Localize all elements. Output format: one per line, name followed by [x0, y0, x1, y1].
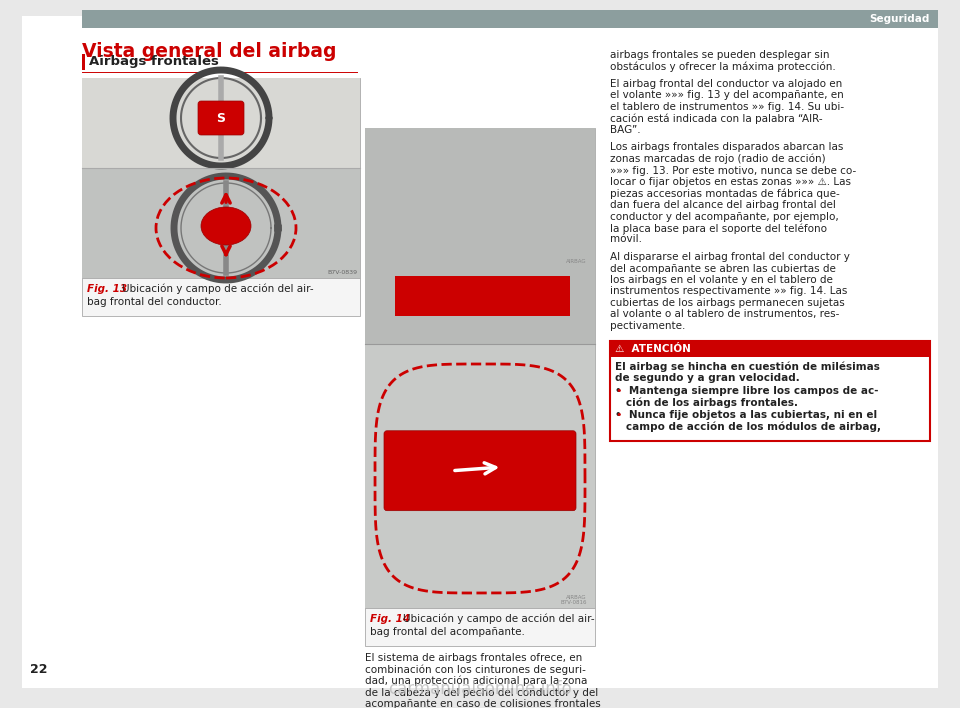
Text: »»» fig. 13. Por este motivo, nunca se debe co-: »»» fig. 13. Por este motivo, nunca se d…: [610, 166, 856, 176]
Bar: [82, 168, 360, 278]
Text: Seguridad: Seguridad: [870, 14, 930, 24]
Bar: [395, 276, 570, 316]
Text: Al dispararse el airbag frontal del conductor y: Al dispararse el airbag frontal del cond…: [610, 252, 850, 262]
FancyBboxPatch shape: [198, 101, 244, 135]
Text: •  Nunca fije objetos a las cubiertas, ni en el: • Nunca fije objetos a las cubiertas, ni…: [615, 409, 877, 420]
Text: obstáculos y ofrecer la máxima protección.: obstáculos y ofrecer la máxima protecció…: [610, 62, 836, 72]
Bar: [365, 128, 595, 608]
Text: AIRBAG: AIRBAG: [566, 595, 587, 600]
Text: dad, una protección adicional para la zona: dad, una protección adicional para la zo…: [365, 676, 588, 687]
Bar: [365, 128, 595, 344]
Text: de la cabeza y del pecho del conductor y del: de la cabeza y del pecho del conductor y…: [365, 687, 598, 697]
Bar: [82, 78, 360, 168]
Text: conductor y del acompañante, por ejemplo,: conductor y del acompañante, por ejemplo…: [610, 212, 839, 222]
Text: el volante »»» fig. 13 y del acompañante, en: el volante »»» fig. 13 y del acompañante…: [610, 91, 844, 101]
Text: móvil.: móvil.: [610, 234, 642, 244]
Text: Fig. 13: Fig. 13: [87, 284, 127, 294]
Text: B7V-0839: B7V-0839: [326, 270, 357, 275]
Bar: [365, 608, 595, 646]
Bar: [82, 278, 360, 316]
Text: de segundo y a gran velocidad.: de segundo y a gran velocidad.: [615, 373, 800, 383]
Text: carmanualsonline.info: carmanualsonline.info: [388, 680, 572, 698]
Text: del acompañante se abren las cubiertas de: del acompañante se abren las cubiertas d…: [610, 263, 836, 273]
Bar: [82, 10, 938, 28]
Text: Ubicación y campo de acción del air-: Ubicación y campo de acción del air-: [403, 614, 594, 624]
Text: al volante o al tablero de instrumentos, res-: al volante o al tablero de instrumentos,…: [610, 309, 839, 319]
Text: ⚠  ATENCIÓN: ⚠ ATENCIÓN: [615, 343, 691, 353]
Text: locar o fijar objetos en estas zonas »»» ⚠. Las: locar o fijar objetos en estas zonas »»»…: [610, 177, 851, 187]
Text: •: •: [615, 409, 621, 420]
Text: AIRBAG: AIRBAG: [566, 259, 587, 264]
Text: •  Mantenga siempre libre los campos de ac-: • Mantenga siempre libre los campos de a…: [615, 387, 878, 396]
Text: zonas marcadas de rojo (radio de acción): zonas marcadas de rojo (radio de acción): [610, 154, 826, 164]
Text: bag frontal del conductor.: bag frontal del conductor.: [87, 297, 222, 307]
Text: cubiertas de los airbags permanecen sujetas: cubiertas de los airbags permanecen suje…: [610, 298, 845, 308]
Text: bag frontal del acompañante.: bag frontal del acompañante.: [370, 627, 525, 637]
Text: ción de los airbags frontales.: ción de los airbags frontales.: [615, 398, 798, 409]
Text: B7V-0816: B7V-0816: [561, 600, 587, 605]
Text: combinación con los cinturones de seguri-: combinación con los cinturones de seguri…: [365, 665, 586, 675]
Text: •: •: [615, 387, 621, 396]
Text: los airbags en el volante y en el tablero de: los airbags en el volante y en el tabler…: [610, 275, 833, 285]
Text: pectivamente.: pectivamente.: [610, 321, 685, 331]
Text: instrumentos respectivamente »» fig. 14. Las: instrumentos respectivamente »» fig. 14.…: [610, 287, 848, 297]
Text: campo de acción de los módulos de airbag,: campo de acción de los módulos de airbag…: [615, 421, 881, 431]
Bar: [610, 341, 930, 357]
Text: dan fuera del alcance del airbag frontal del: dan fuera del alcance del airbag frontal…: [610, 200, 836, 210]
Text: S: S: [217, 111, 226, 125]
Text: Vista general del airbag: Vista general del airbag: [82, 42, 337, 61]
Text: El airbag frontal del conductor va alojado en: El airbag frontal del conductor va aloja…: [610, 79, 842, 89]
Bar: [610, 341, 930, 440]
Text: BAG”.: BAG”.: [610, 125, 640, 135]
Bar: [82, 78, 360, 278]
Text: acompañante en caso de colisiones frontales: acompañante en caso de colisiones fronta…: [365, 699, 601, 708]
FancyBboxPatch shape: [384, 430, 576, 510]
Text: piezas accesorias montadas de fábrica que-: piezas accesorias montadas de fábrica qu…: [610, 188, 840, 199]
Text: El sistema de airbags frontales ofrece, en: El sistema de airbags frontales ofrece, …: [365, 653, 583, 663]
Text: Fig. 14: Fig. 14: [370, 614, 410, 624]
Ellipse shape: [201, 207, 251, 245]
Text: El airbag se hincha en cuestión de milésimas: El airbag se hincha en cuestión de milés…: [615, 362, 880, 372]
Text: cación está indicada con la palabra “AIR-: cación está indicada con la palabra “AIR…: [610, 113, 823, 124]
Text: 22: 22: [30, 663, 47, 676]
Text: Airbags frontales: Airbags frontales: [89, 55, 219, 67]
Text: Ubicación y campo de acción del air-: Ubicación y campo de acción del air-: [122, 284, 314, 295]
Text: Los airbags frontales disparados abarcan las: Los airbags frontales disparados abarcan…: [610, 142, 844, 152]
Text: la placa base para el soporte del teléfono: la placa base para el soporte del teléfo…: [610, 223, 827, 234]
Bar: [82, 54, 85, 70]
Text: el tablero de instrumentos »» fig. 14. Su ubi-: el tablero de instrumentos »» fig. 14. S…: [610, 102, 844, 112]
Bar: [365, 344, 595, 608]
Text: airbags frontales se pueden desplegar sin: airbags frontales se pueden desplegar si…: [610, 50, 829, 60]
